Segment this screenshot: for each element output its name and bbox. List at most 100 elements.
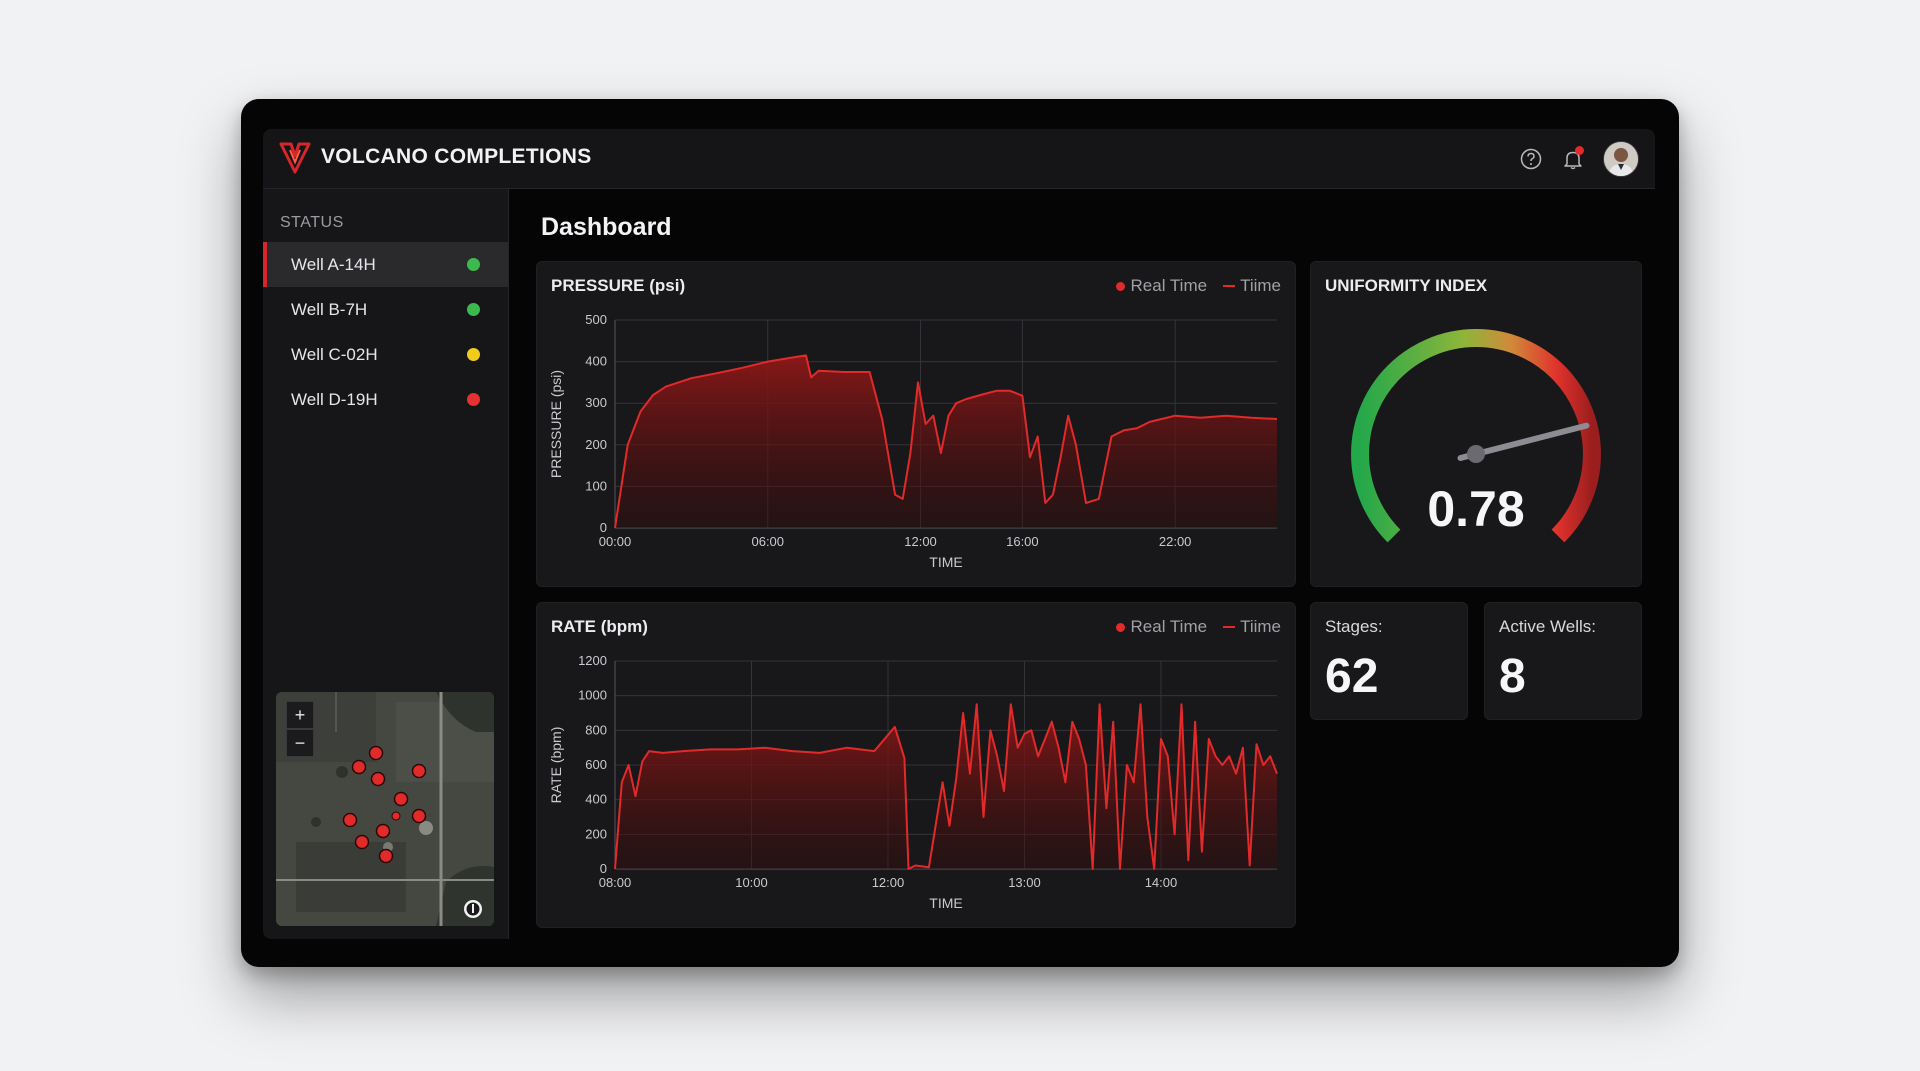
map-marker[interactable] xyxy=(393,791,409,807)
y-tick-label: 1200 xyxy=(578,653,607,668)
well-map[interactable]: + − xyxy=(276,692,494,926)
status-dot xyxy=(467,393,480,406)
series-line xyxy=(614,703,1278,870)
sidebar-item-well-b-7h[interactable]: Well B-7H xyxy=(263,287,508,332)
x-axis-label: TIME xyxy=(929,895,962,911)
app-window: VOLCANO COMPLETIONS xyxy=(263,129,1655,939)
y-tick-label: 200 xyxy=(585,826,607,841)
y-axis-label: RATE (bpm) xyxy=(548,727,564,804)
rate-legend: Real Time Tiime xyxy=(1115,617,1281,637)
x-tick-label: 14:00 xyxy=(1145,875,1178,890)
page-title: Dashboard xyxy=(541,213,672,241)
well-label: Well D-19H xyxy=(291,389,378,409)
active-wells-card: Active Wells: 8 xyxy=(1484,602,1642,720)
rate-chart[interactable]: 0 200 400 600 800 1000 1200 08:00 10:00 12:00 13:0… xyxy=(537,603,1295,927)
well-label: Well C-02H xyxy=(291,344,378,364)
map-marker[interactable] xyxy=(342,812,358,828)
series-line xyxy=(614,354,1278,529)
legend-real-time: Real Time xyxy=(1130,276,1208,295)
legend-line-icon xyxy=(1223,285,1236,287)
y-tick-label: 0 xyxy=(600,520,607,535)
pressure-legend: Real Time Tiime xyxy=(1115,276,1281,296)
y-tick-label: 200 xyxy=(585,437,607,452)
bell-icon[interactable] xyxy=(1559,145,1587,173)
x-tick-label: 00:00 xyxy=(599,534,632,549)
y-axis-label: PRESSURE (psi) xyxy=(548,370,564,478)
status-dot xyxy=(467,348,480,361)
compass-icon[interactable] xyxy=(464,900,482,918)
legend-dot-icon xyxy=(1115,622,1125,632)
device-frame: VOLCANO COMPLETIONS xyxy=(241,99,1679,967)
active-wells-value: 8 xyxy=(1499,650,1526,703)
rate-chart-title: RATE (bpm) xyxy=(551,617,648,636)
uniformity-card: UNIFORMITY INDEX 0.78 xyxy=(1310,261,1642,587)
well-list: Well A-14H Well B-7H Well C-02H Well D-1… xyxy=(263,242,508,422)
rate-card: RATE (bpm) Real Time Tiime 0 200 400 600 800… xyxy=(536,602,1296,928)
map-marker[interactable] xyxy=(411,808,427,824)
active-wells-label: Active Wells: xyxy=(1499,617,1596,636)
status-dot xyxy=(467,258,480,271)
map-marker[interactable] xyxy=(370,771,386,787)
uniformity-gauge: 0.78 xyxy=(1351,329,1601,543)
x-axis-label: TIME xyxy=(929,554,962,570)
pressure-chart[interactable]: 0 100 200 300 400 500 00:00 06:00 12:00 16:00 22:0… xyxy=(537,262,1295,586)
map-marker[interactable] xyxy=(368,745,384,761)
y-tick-label: 400 xyxy=(585,792,607,807)
y-tick-label: 300 xyxy=(585,395,607,410)
notification-badge xyxy=(1575,146,1584,155)
map-marker[interactable] xyxy=(354,834,370,850)
stages-label: Stages: xyxy=(1325,617,1383,636)
x-tick-label: 08:00 xyxy=(599,875,632,890)
x-tick-label: 12:00 xyxy=(872,875,905,890)
x-tick-label: 22:00 xyxy=(1159,534,1192,549)
main-content: Dashboard PRESSURE (psi) Real Time Tiime… xyxy=(509,189,1655,939)
y-tick-label: 500 xyxy=(585,312,607,327)
x-tick-label: 10:00 xyxy=(735,875,768,890)
gauge-value: 0.78 xyxy=(1427,481,1524,537)
map-markers xyxy=(342,745,427,864)
sidebar-item-well-c-02h[interactable]: Well C-02H xyxy=(263,332,508,377)
legend-dot-icon xyxy=(1115,281,1125,291)
map-marker[interactable] xyxy=(375,823,391,839)
status-heading: STATUS xyxy=(280,214,344,231)
x-tick-label: 13:00 xyxy=(1008,875,1041,890)
well-label: Well B-7H xyxy=(291,299,368,319)
series-area xyxy=(615,355,1277,528)
x-tick-label: 12:00 xyxy=(904,534,937,549)
map-marker[interactable] xyxy=(378,848,394,864)
help-icon[interactable] xyxy=(1517,145,1545,173)
stages-card: Stages: 62 xyxy=(1310,602,1468,720)
legend-real-time: Real Time xyxy=(1130,617,1208,636)
zoom-in-button[interactable]: + xyxy=(286,701,314,729)
map-marker[interactable] xyxy=(351,759,367,775)
x-tick-label: 16:00 xyxy=(1006,534,1039,549)
sidebar: STATUS Well A-14H Well B-7H Well C-02H W… xyxy=(263,189,509,939)
sidebar-item-well-a-14h[interactable]: Well A-14H xyxy=(263,242,508,287)
brand[interactable]: VOLCANO COMPLETIONS xyxy=(279,140,592,174)
gauge-arc xyxy=(1351,329,1601,543)
y-tick-label: 600 xyxy=(585,757,607,772)
map-marker[interactable] xyxy=(411,763,427,779)
avatar[interactable] xyxy=(1603,141,1639,177)
y-tick-label: 0 xyxy=(600,861,607,876)
y-tick-label: 800 xyxy=(585,722,607,737)
map-marker[interactable] xyxy=(391,811,401,821)
stages-value: 62 xyxy=(1325,650,1379,703)
uniformity-title: UNIFORMITY INDEX xyxy=(1325,276,1488,295)
y-tick-label: 1000 xyxy=(578,688,607,703)
legend-time: Tiime xyxy=(1240,617,1281,636)
x-tick-label: 06:00 xyxy=(751,534,784,549)
legend-line-icon xyxy=(1223,626,1236,628)
status-dot xyxy=(467,303,480,316)
sidebar-item-well-d-19h[interactable]: Well D-19H xyxy=(263,377,508,422)
pressure-chart-title: PRESSURE (psi) xyxy=(551,276,686,295)
pressure-card: PRESSURE (psi) Real Time Tiime 0 100 200 30… xyxy=(536,261,1296,587)
zoom-out-button[interactable]: − xyxy=(286,729,314,757)
y-tick-label: 100 xyxy=(585,478,607,493)
legend-time: Tiime xyxy=(1240,276,1281,295)
volcano-logo-icon xyxy=(279,142,311,174)
app-title: VOLCANO COMPLETIONS xyxy=(321,145,592,168)
top-bar: VOLCANO COMPLETIONS xyxy=(263,129,1655,189)
gauge-hub xyxy=(1467,445,1485,463)
well-label: Well A-14H xyxy=(291,254,376,274)
